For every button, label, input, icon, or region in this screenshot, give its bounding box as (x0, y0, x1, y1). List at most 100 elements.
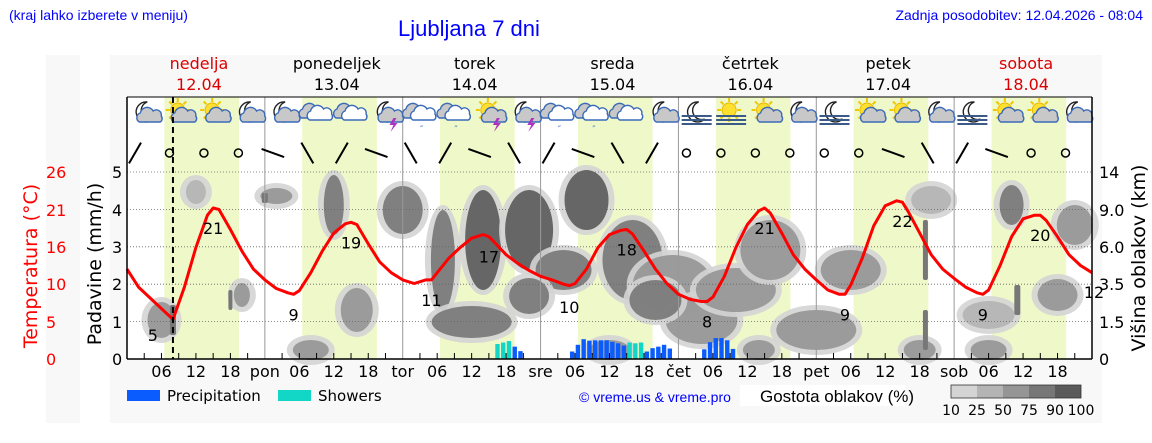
cloud-blob (820, 250, 881, 290)
hour-label: 06 (151, 362, 171, 381)
cloud-icon (205, 106, 232, 123)
day-date: 17.04 (865, 75, 911, 94)
cloud-height-tick: 6.0 (1099, 238, 1124, 257)
precip-tick: 4 (112, 201, 122, 220)
precipitation-bar (702, 349, 707, 359)
temperature-label: 21 (203, 219, 223, 238)
rain-drops: ″ (454, 125, 458, 135)
sun-ray (995, 100, 1000, 106)
cloud-icon (1032, 106, 1059, 123)
moon-thunder-icon (514, 101, 542, 132)
calm-wind-icon (199, 148, 209, 158)
cloud-icon (170, 106, 198, 123)
precip-tick: 1 (112, 313, 122, 332)
cloud-icon (928, 106, 956, 123)
cloud-rain-icon: ″ (574, 102, 609, 135)
temperature-tick: 21 (46, 201, 66, 220)
day-abbr-label: pet (803, 362, 829, 381)
cloud-blob (292, 340, 329, 360)
precipitation-bar (650, 348, 655, 359)
day-date: 12.04 (176, 75, 222, 94)
temperature-tick: 26 (46, 163, 66, 182)
cloud-icon (340, 104, 368, 121)
cloud-icon (653, 106, 680, 123)
precipitation-bars (495, 338, 736, 359)
day-name: sreda (590, 54, 634, 73)
cloud-blob (260, 188, 293, 204)
moon-cloud-icon (652, 101, 680, 123)
temperature-tick: 10 (46, 275, 66, 294)
sun-ray (182, 100, 187, 106)
calm-wind-icon (819, 148, 830, 158)
last-updated: Zadnja posodobitev: 12.04.2026 - 08:04 (895, 7, 1143, 23)
hour-label: 18 (634, 362, 654, 381)
wind-barb-icon (334, 142, 349, 164)
calm-wind-icon (785, 148, 795, 158)
cloud-density-step: 90 (1046, 403, 1064, 419)
cloud-blob (431, 306, 512, 338)
precipitation-bar (581, 339, 586, 359)
temperature-label: 8 (702, 312, 712, 331)
cloud-density-swatch (1055, 385, 1081, 398)
cloud-blob (505, 190, 554, 270)
rain-drops: ″ (558, 125, 562, 135)
cloud-icon (306, 104, 334, 121)
precipitation-bar (610, 341, 615, 359)
cloud-density-legend-label: Gostota oblakov (%) (760, 387, 914, 406)
moon-thunder-icon (376, 101, 405, 132)
sun-ray (768, 100, 773, 106)
sun-ray (1044, 100, 1049, 106)
cloud-density-step: 25 (968, 403, 986, 419)
calm-wind-icon (716, 148, 726, 158)
cloud-height-tick: 14 (1099, 163, 1119, 182)
temperature-label: 5 (148, 326, 158, 345)
temperature-axis-panel (46, 55, 80, 423)
moon-fog-icon (957, 101, 988, 125)
precip-tick: 5 (112, 163, 122, 182)
wind-barb-icon (984, 147, 1009, 159)
temperature-label: 9 (978, 305, 988, 324)
cloud-icon (239, 106, 267, 123)
wind-barb-icon (610, 142, 625, 164)
hour-label: 18 (358, 362, 378, 381)
precipitation-bar (621, 345, 627, 359)
showers-bar (638, 342, 644, 359)
wind-barb-icon (438, 142, 453, 164)
moon-cloud-icon (273, 101, 301, 123)
day-abbr-label: sob (940, 362, 968, 381)
cloud-height-tick: 1.5 (1099, 313, 1124, 332)
calm-wind-icon (1060, 148, 1071, 158)
cloud-icon (136, 106, 163, 123)
precipitation-legend-label: Precipitation (167, 387, 261, 405)
cloud-streak (1014, 285, 1021, 315)
cloud-rain-icon: ″ (436, 102, 472, 135)
copyright-link[interactable]: © vreme.us & vreme.pro (579, 389, 731, 405)
hour-label: 12 (875, 362, 895, 381)
region-hint[interactable]: (kraj lahko izberete v meniju) (9, 7, 188, 23)
day-abbr-label: sre (528, 362, 552, 381)
cloud-blob (564, 170, 609, 230)
sun-ray (857, 100, 863, 106)
cloud-rain-icon: ″ (401, 102, 437, 135)
cloud-blob (509, 278, 550, 314)
wind-barb-icon (364, 147, 388, 159)
wind-barb-icon (571, 147, 595, 159)
moon-fog-icon (681, 101, 712, 125)
sun-cloud-icon (854, 98, 887, 123)
legend: Precipitation Showers © vreme.us & vreme.p… (127, 384, 1094, 419)
precip-tick: 3 (112, 238, 122, 257)
moon-cloud-icon (238, 101, 267, 123)
hour-label: 18 (220, 362, 240, 381)
day-abbr-label: pon (250, 362, 280, 381)
wind-barb-icon (541, 142, 556, 164)
temperature-axis-label: Temperatura (°C) (20, 184, 42, 349)
temperature-label: 20 (1030, 226, 1050, 245)
lightning-icon (492, 118, 501, 132)
day-date: 13.04 (314, 75, 360, 94)
hour-label: 12 (324, 362, 344, 381)
cloud-height-tick: 0 (1099, 350, 1109, 369)
moon-cloud-icon (790, 101, 818, 123)
cloud-blob (629, 280, 682, 320)
precip-axis-label: Padavine (mm/h) (84, 183, 106, 346)
cloud-density-step: 75 (1020, 403, 1038, 419)
